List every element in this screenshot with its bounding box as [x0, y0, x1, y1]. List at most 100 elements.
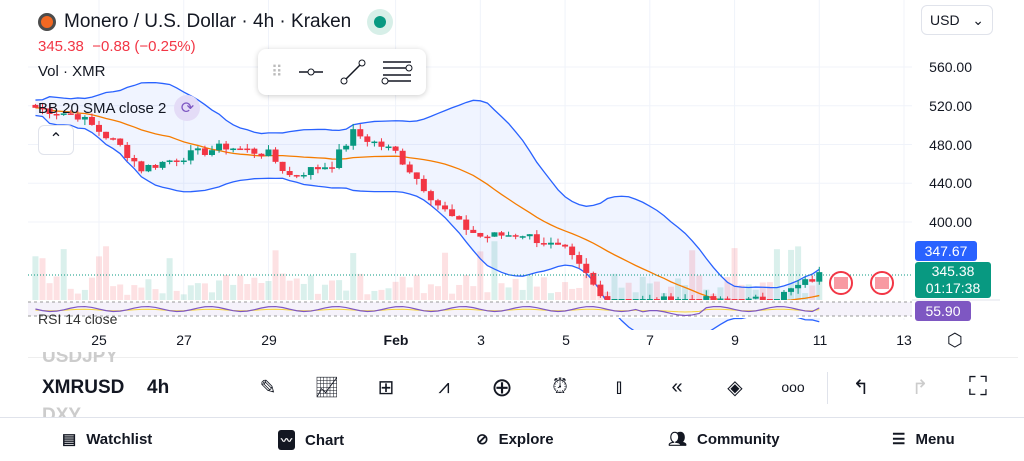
- bb-upper-tag: 347.67: [915, 241, 977, 261]
- volume-bar: [731, 248, 738, 300]
- volume-bar: [350, 253, 357, 300]
- layouts-icon[interactable]: ⊞: [377, 376, 395, 399]
- volume-bar: [329, 280, 336, 300]
- nav-menu[interactable]: ☰ Menu: [892, 430, 955, 449]
- volume-bar: [166, 258, 173, 300]
- candle: [540, 243, 547, 245]
- layers-icon[interactable]: ◈: [727, 376, 743, 399]
- nav-community[interactable]: 👥︎ Community: [668, 430, 780, 449]
- candle: [491, 232, 498, 237]
- price-tick: 520.00: [929, 98, 972, 114]
- candle: [505, 235, 512, 237]
- candle: [731, 299, 738, 301]
- time-tick: 5: [562, 332, 570, 348]
- nav-explore[interactable]: ⊘ Explore: [476, 430, 554, 449]
- volume-bar: [569, 288, 576, 300]
- volume-bar: [230, 284, 237, 300]
- volume-bar: [540, 277, 547, 300]
- candle: [590, 272, 597, 285]
- candle: [201, 148, 208, 155]
- rsi-legend[interactable]: RSI 14 close: [38, 311, 118, 325]
- candle: [117, 138, 124, 145]
- candles-icon[interactable]: ⫾: [615, 375, 623, 398]
- drag-handle-icon[interactable]: ⠿: [271, 64, 283, 81]
- volume-bar: [555, 292, 562, 300]
- nav-watchlist[interactable]: ▤ Watchlist: [62, 430, 153, 449]
- replay-icon[interactable]: «: [671, 375, 683, 398]
- volume-bar: [138, 287, 145, 300]
- candle: [696, 299, 703, 301]
- volume-bar: [208, 292, 215, 300]
- community-icon: 👥︎: [668, 431, 688, 448]
- watchlist-prev[interactable]: USDJPY1h: [42, 352, 119, 367]
- candle: [88, 116, 95, 125]
- price-tick: 560.00: [929, 59, 972, 75]
- monero-logo-icon: [38, 13, 56, 31]
- volume-legend[interactable]: Vol · XMR: [38, 63, 106, 80]
- currency-select[interactable]: USD ⌄: [921, 5, 993, 35]
- volume-bar: [505, 287, 512, 300]
- candle: [759, 296, 766, 300]
- time-tick: 3: [477, 332, 485, 348]
- market-open-icon: [367, 9, 394, 35]
- candle: [265, 149, 272, 157]
- indicators-icon[interactable]: 📈︎: [314, 376, 340, 399]
- candle: [321, 167, 328, 170]
- candle: [216, 143, 223, 151]
- parallel-lines-icon[interactable]: [381, 58, 413, 86]
- candle: [96, 124, 102, 132]
- trend-line-icon[interactable]: [339, 58, 367, 86]
- bb-legend[interactable]: BB 20 SMA close 2 ⟳: [38, 95, 201, 121]
- candle: [187, 150, 194, 161]
- trend-icon[interactable]: ⩘: [438, 375, 450, 398]
- nav-chart[interactable]: 〰 Chart: [278, 430, 344, 450]
- candle: [569, 246, 576, 256]
- volume-bar: [562, 282, 569, 300]
- candle: [766, 299, 773, 301]
- add-icon[interactable]: ⊕: [491, 371, 513, 402]
- alarm-icon[interactable]: ⏰︎: [552, 375, 568, 398]
- rsi-line: [35, 305, 820, 317]
- candle: [597, 284, 604, 297]
- candle: [498, 232, 505, 236]
- time-tick: 29: [261, 332, 277, 348]
- undo-icon[interactable]: ↰: [852, 376, 870, 399]
- candle: [343, 145, 350, 150]
- more-icon[interactable]: ooo: [781, 379, 805, 395]
- candle: [300, 175, 307, 177]
- candle: [625, 299, 632, 301]
- volume-bar: [724, 277, 731, 300]
- price-tick: 480.00: [929, 137, 972, 153]
- candle: [110, 138, 117, 140]
- volume-bar: [625, 282, 632, 300]
- candle: [131, 157, 138, 162]
- candle: [329, 167, 336, 169]
- volume-bar: [223, 275, 230, 300]
- volume-bar: [788, 249, 795, 300]
- watchlist-next[interactable]: DXY1D: [42, 405, 82, 417]
- settings-icon[interactable]: ⬡: [947, 330, 963, 350]
- horizontal-line-icon[interactable]: [297, 62, 325, 82]
- collapse-legend-button[interactable]: ⌃: [38, 125, 74, 155]
- candle: [646, 299, 653, 301]
- price-chart[interactable]: [0, 0, 1024, 330]
- volume-bar: [286, 280, 293, 300]
- volume-bar: [689, 250, 696, 300]
- volume-bar: [766, 282, 773, 300]
- pencil-icon[interactable]: ✎: [259, 376, 277, 399]
- fullscreen-icon[interactable]: ⛶: [968, 371, 988, 401]
- symbol-title[interactable]: Monero / U.S. Dollar · 4h · Kraken: [38, 9, 394, 35]
- watchlist-current-interval[interactable]: 4h: [147, 377, 170, 398]
- candle: [738, 299, 745, 301]
- redo-icon[interactable]: ↱: [911, 376, 929, 399]
- candle: [230, 148, 237, 151]
- volume-bar: [420, 293, 427, 300]
- volume-bar: [314, 293, 321, 300]
- watchlist-current-symbol[interactable]: XMRUSD: [42, 377, 125, 398]
- candle: [562, 244, 569, 247]
- candle: [632, 299, 639, 301]
- volume-bar: [39, 258, 46, 300]
- time-tick: 27: [176, 332, 192, 348]
- volume-bar: [124, 294, 131, 300]
- volume-bar: [491, 241, 498, 300]
